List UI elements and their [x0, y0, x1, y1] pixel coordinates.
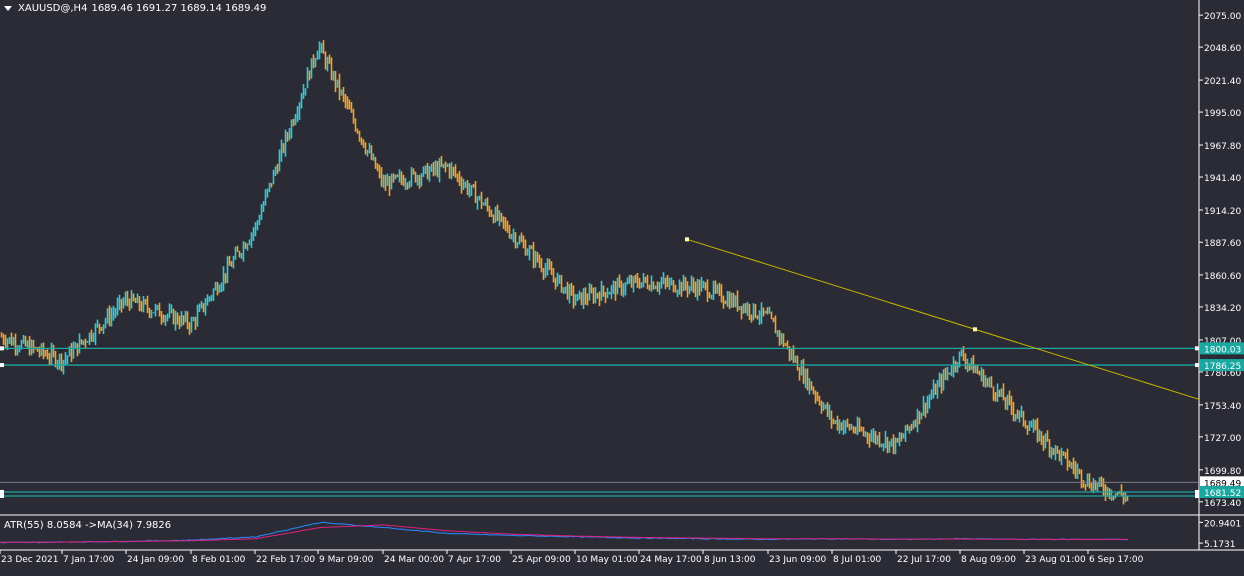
x-tick-label: 24 May 17:00 [640, 555, 702, 565]
y-tick-label: 1699.80 [1204, 467, 1241, 477]
level-label-bg [1200, 342, 1244, 355]
x-tick-label: 23 Jun 09:00 [769, 555, 826, 565]
x-tick-label: 22 Feb 17:00 [256, 555, 315, 565]
level-handle-left [0, 494, 4, 499]
x-tick-label: 8 Aug 09:00 [961, 555, 1016, 565]
atr-tick-label: 20.9401 [1204, 519, 1241, 529]
x-tick-label: 10 May 01:00 [576, 555, 638, 565]
level-handle-right [1195, 346, 1199, 351]
ohlc-values: 1689.46 1691.27 1689.14 1689.49 [91, 2, 267, 14]
y-tick-label: 1914.20 [1204, 207, 1241, 217]
level-handle-left [0, 489, 4, 494]
y-tick-label: 1887.60 [1204, 239, 1241, 249]
level-handle-left [0, 363, 4, 368]
level-handle-right [1195, 363, 1199, 368]
level-handle-right [1195, 489, 1199, 494]
symbol-name: XAUUSD@,H4 [18, 2, 88, 14]
level-handle-right [1195, 494, 1199, 499]
trendline-anchor [973, 327, 977, 332]
level-label: 1681.52 [1204, 489, 1241, 499]
y-tick-label: 1967.80 [1204, 142, 1241, 152]
trendline [686, 238, 1200, 400]
x-tick-label: 24 Mar 00:00 [384, 555, 444, 565]
y-tick-label: 1727.00 [1204, 434, 1241, 444]
x-tick-label: 23 Aug 01:00 [1025, 555, 1086, 565]
level-label-bg [1200, 485, 1244, 498]
x-tick-label: 22 Jul 17:00 [897, 555, 951, 565]
y-tick-label: 1753.40 [1204, 402, 1241, 412]
x-tick-label: 8 Feb 01:00 [192, 555, 246, 565]
trendline-anchor [685, 237, 689, 242]
current-price-label: 1689.49 [1204, 479, 1241, 489]
y-tick-label: 1780.60 [1204, 369, 1241, 379]
indicator-header: ATR(55) 8.0584 ->MA(34) 7.9826 [4, 520, 171, 531]
x-tick-label: 7 Jan 17:00 [63, 555, 115, 565]
x-tick-label: 8 Jul 01:00 [833, 555, 882, 565]
x-tick-label: 7 Apr 17:00 [448, 555, 501, 565]
y-tick-label: 2075.00 [1204, 12, 1241, 22]
x-tick-label: 25 Apr 09:00 [512, 555, 571, 565]
y-tick-label: 1941.40 [1204, 174, 1241, 184]
indicator-label: ATR(55) 8.0584 ->MA(34) 7.9826 [4, 520, 172, 531]
atr-ma-line [0, 524, 1128, 543]
level-handle-left [0, 346, 4, 351]
y-tick-label: 2048.60 [1204, 44, 1241, 54]
level-label-bg [1200, 359, 1244, 372]
y-tick-label: 1834.20 [1204, 304, 1241, 314]
level-label: 1786.25 [1204, 362, 1241, 372]
collapse-triangle-icon[interactable] [4, 5, 12, 11]
current-price-label-bg [1200, 476, 1244, 489]
atr-tick-label: 5.1731 [1204, 540, 1236, 550]
y-tick-label: 1807.00 [1204, 337, 1241, 347]
y-tick-label: 2021.40 [1204, 77, 1241, 87]
x-tick-label: 23 Dec 2021 [1, 555, 59, 565]
x-tick-label: 24 Jan 09:00 [127, 555, 184, 565]
level-label: 1800.03 [1204, 345, 1241, 355]
y-tick-label: 1673.40 [1204, 499, 1241, 509]
y-tick-label: 1860.60 [1204, 272, 1241, 282]
x-tick-label: 8 Jun 13:00 [704, 555, 756, 565]
y-tick-label: 1995.00 [1204, 109, 1241, 119]
x-tick-label: 9 Mar 09:00 [319, 555, 374, 565]
symbol-header[interactable]: XAUUSD@,H4 1689.46 1691.27 1689.14 1689.… [4, 1, 266, 15]
x-tick-label: 6 Sep 17:00 [1089, 555, 1144, 565]
